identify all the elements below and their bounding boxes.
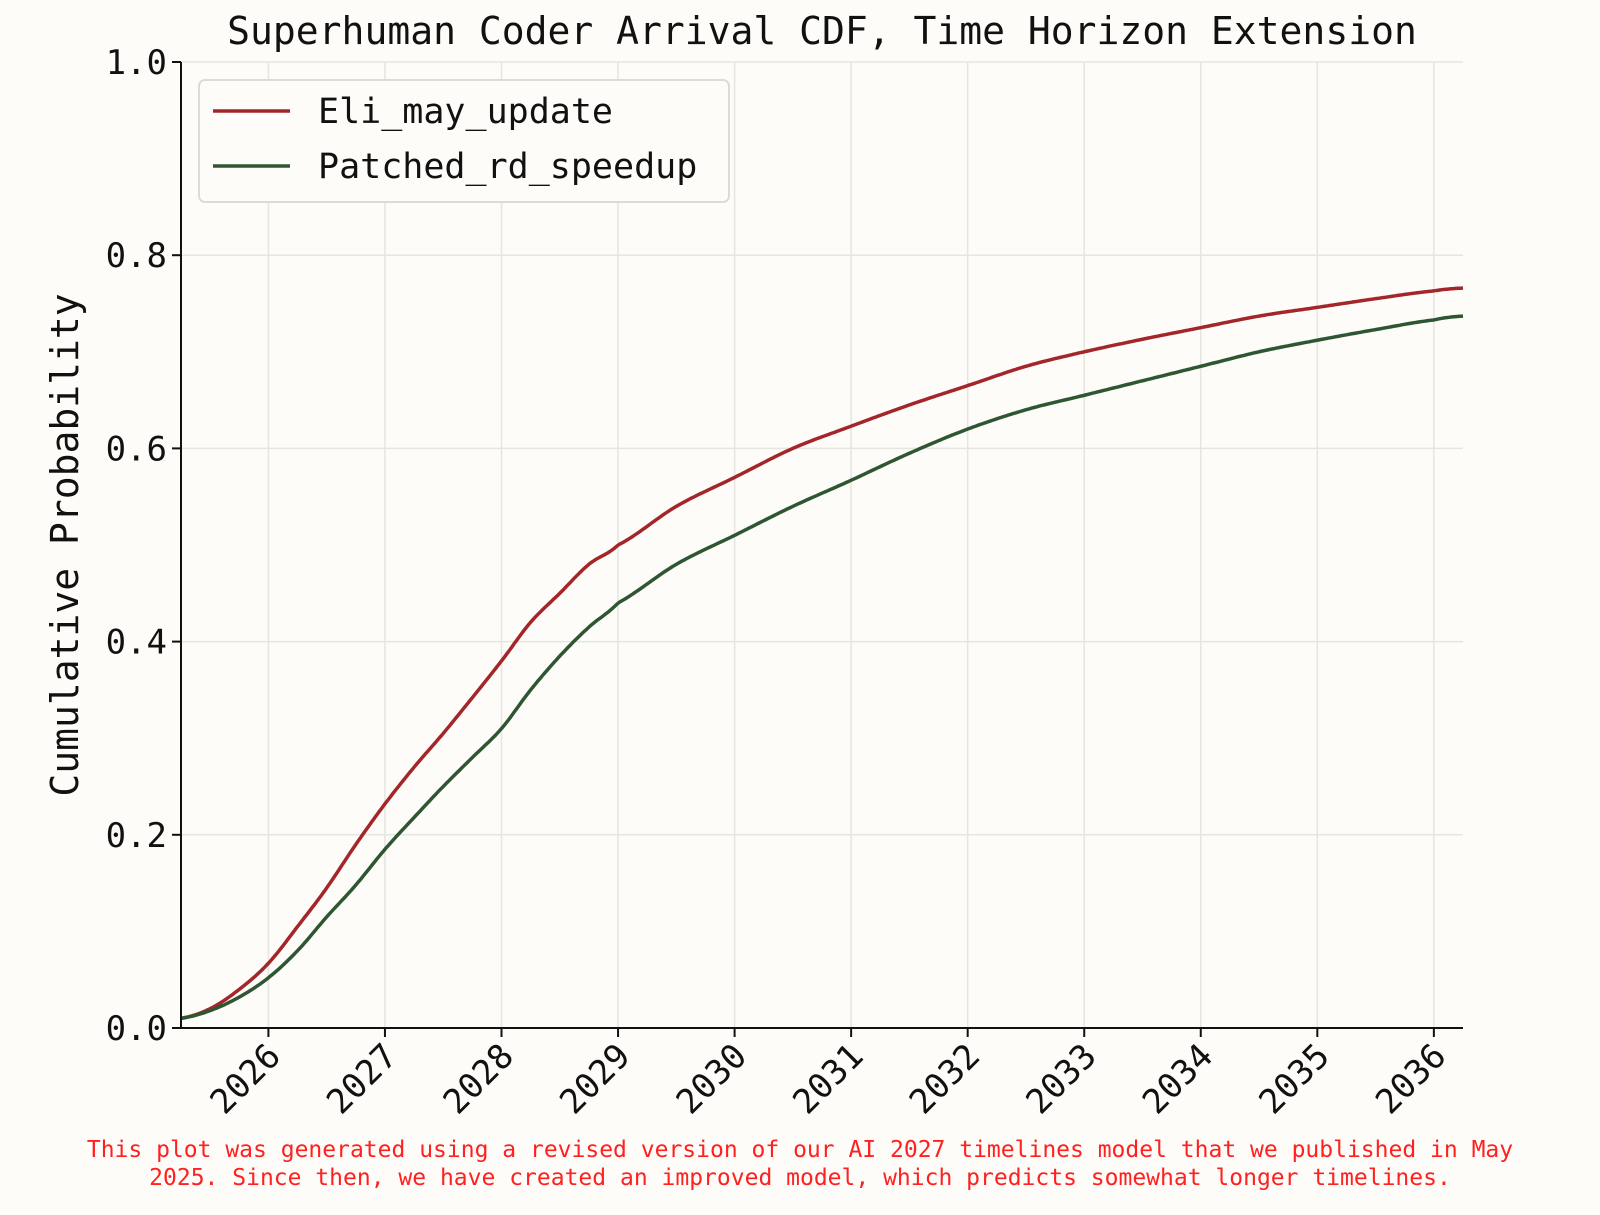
x-tick-label: 2035 [1251, 1036, 1337, 1122]
footnote-line-2: 2025. Since then, we have created an imp… [149, 1165, 1451, 1191]
y-tick-label: 1.0 [106, 43, 167, 83]
series-line-eli-may-update [180, 286, 1464, 1021]
y-tick-label: 0.2 [106, 816, 167, 856]
x-tick-label: 2031 [785, 1036, 871, 1122]
y-tick-label: 0.6 [106, 429, 167, 469]
series-lines [180, 286, 1464, 1021]
legend-label-eli-may-update: Eli_may_update [318, 92, 613, 132]
y-ticks: 0.0 0.2 0.4 0.6 0.8 1.0 [106, 43, 181, 1049]
chart-title: Superhuman Coder Arrival CDF, Time Horiz… [227, 9, 1417, 53]
x-ticks: 2026 2027 2028 2029 2030 2031 2032 2033 2034 2035… [203, 1028, 1454, 1122]
y-tick-label: 0.8 [106, 236, 167, 276]
grid [181, 61, 1463, 1029]
axes [180, 62, 1463, 1029]
x-tick-label: 2036 [1368, 1036, 1454, 1122]
legend-label-patched-rd-speedup: Patched_rd_speedup [318, 147, 697, 187]
x-tick-label: 2034 [1135, 1036, 1221, 1122]
x-tick-label: 2029 [552, 1036, 638, 1122]
x-tick-label: 2033 [1018, 1036, 1104, 1122]
x-tick-label: 2032 [902, 1036, 988, 1122]
footnote: This plot was generated using a revised … [0, 1136, 1600, 1192]
x-tick-label: 2026 [203, 1036, 289, 1122]
y-axis-label: Cumulative Probability [43, 293, 87, 796]
x-tick-label: 2028 [436, 1036, 522, 1122]
y-tick-label: 0.4 [106, 623, 167, 663]
legend: Eli_may_update Patched_rd_speedup [198, 79, 730, 203]
footnote-line-1: This plot was generated using a revised … [86, 1137, 1514, 1163]
x-tick-label: 2027 [319, 1036, 405, 1122]
y-tick-label: 0.0 [106, 1009, 167, 1049]
legend-box [198, 79, 730, 203]
x-tick-label: 2030 [669, 1036, 755, 1122]
series-line-patched-rd-speedup [180, 314, 1464, 1021]
